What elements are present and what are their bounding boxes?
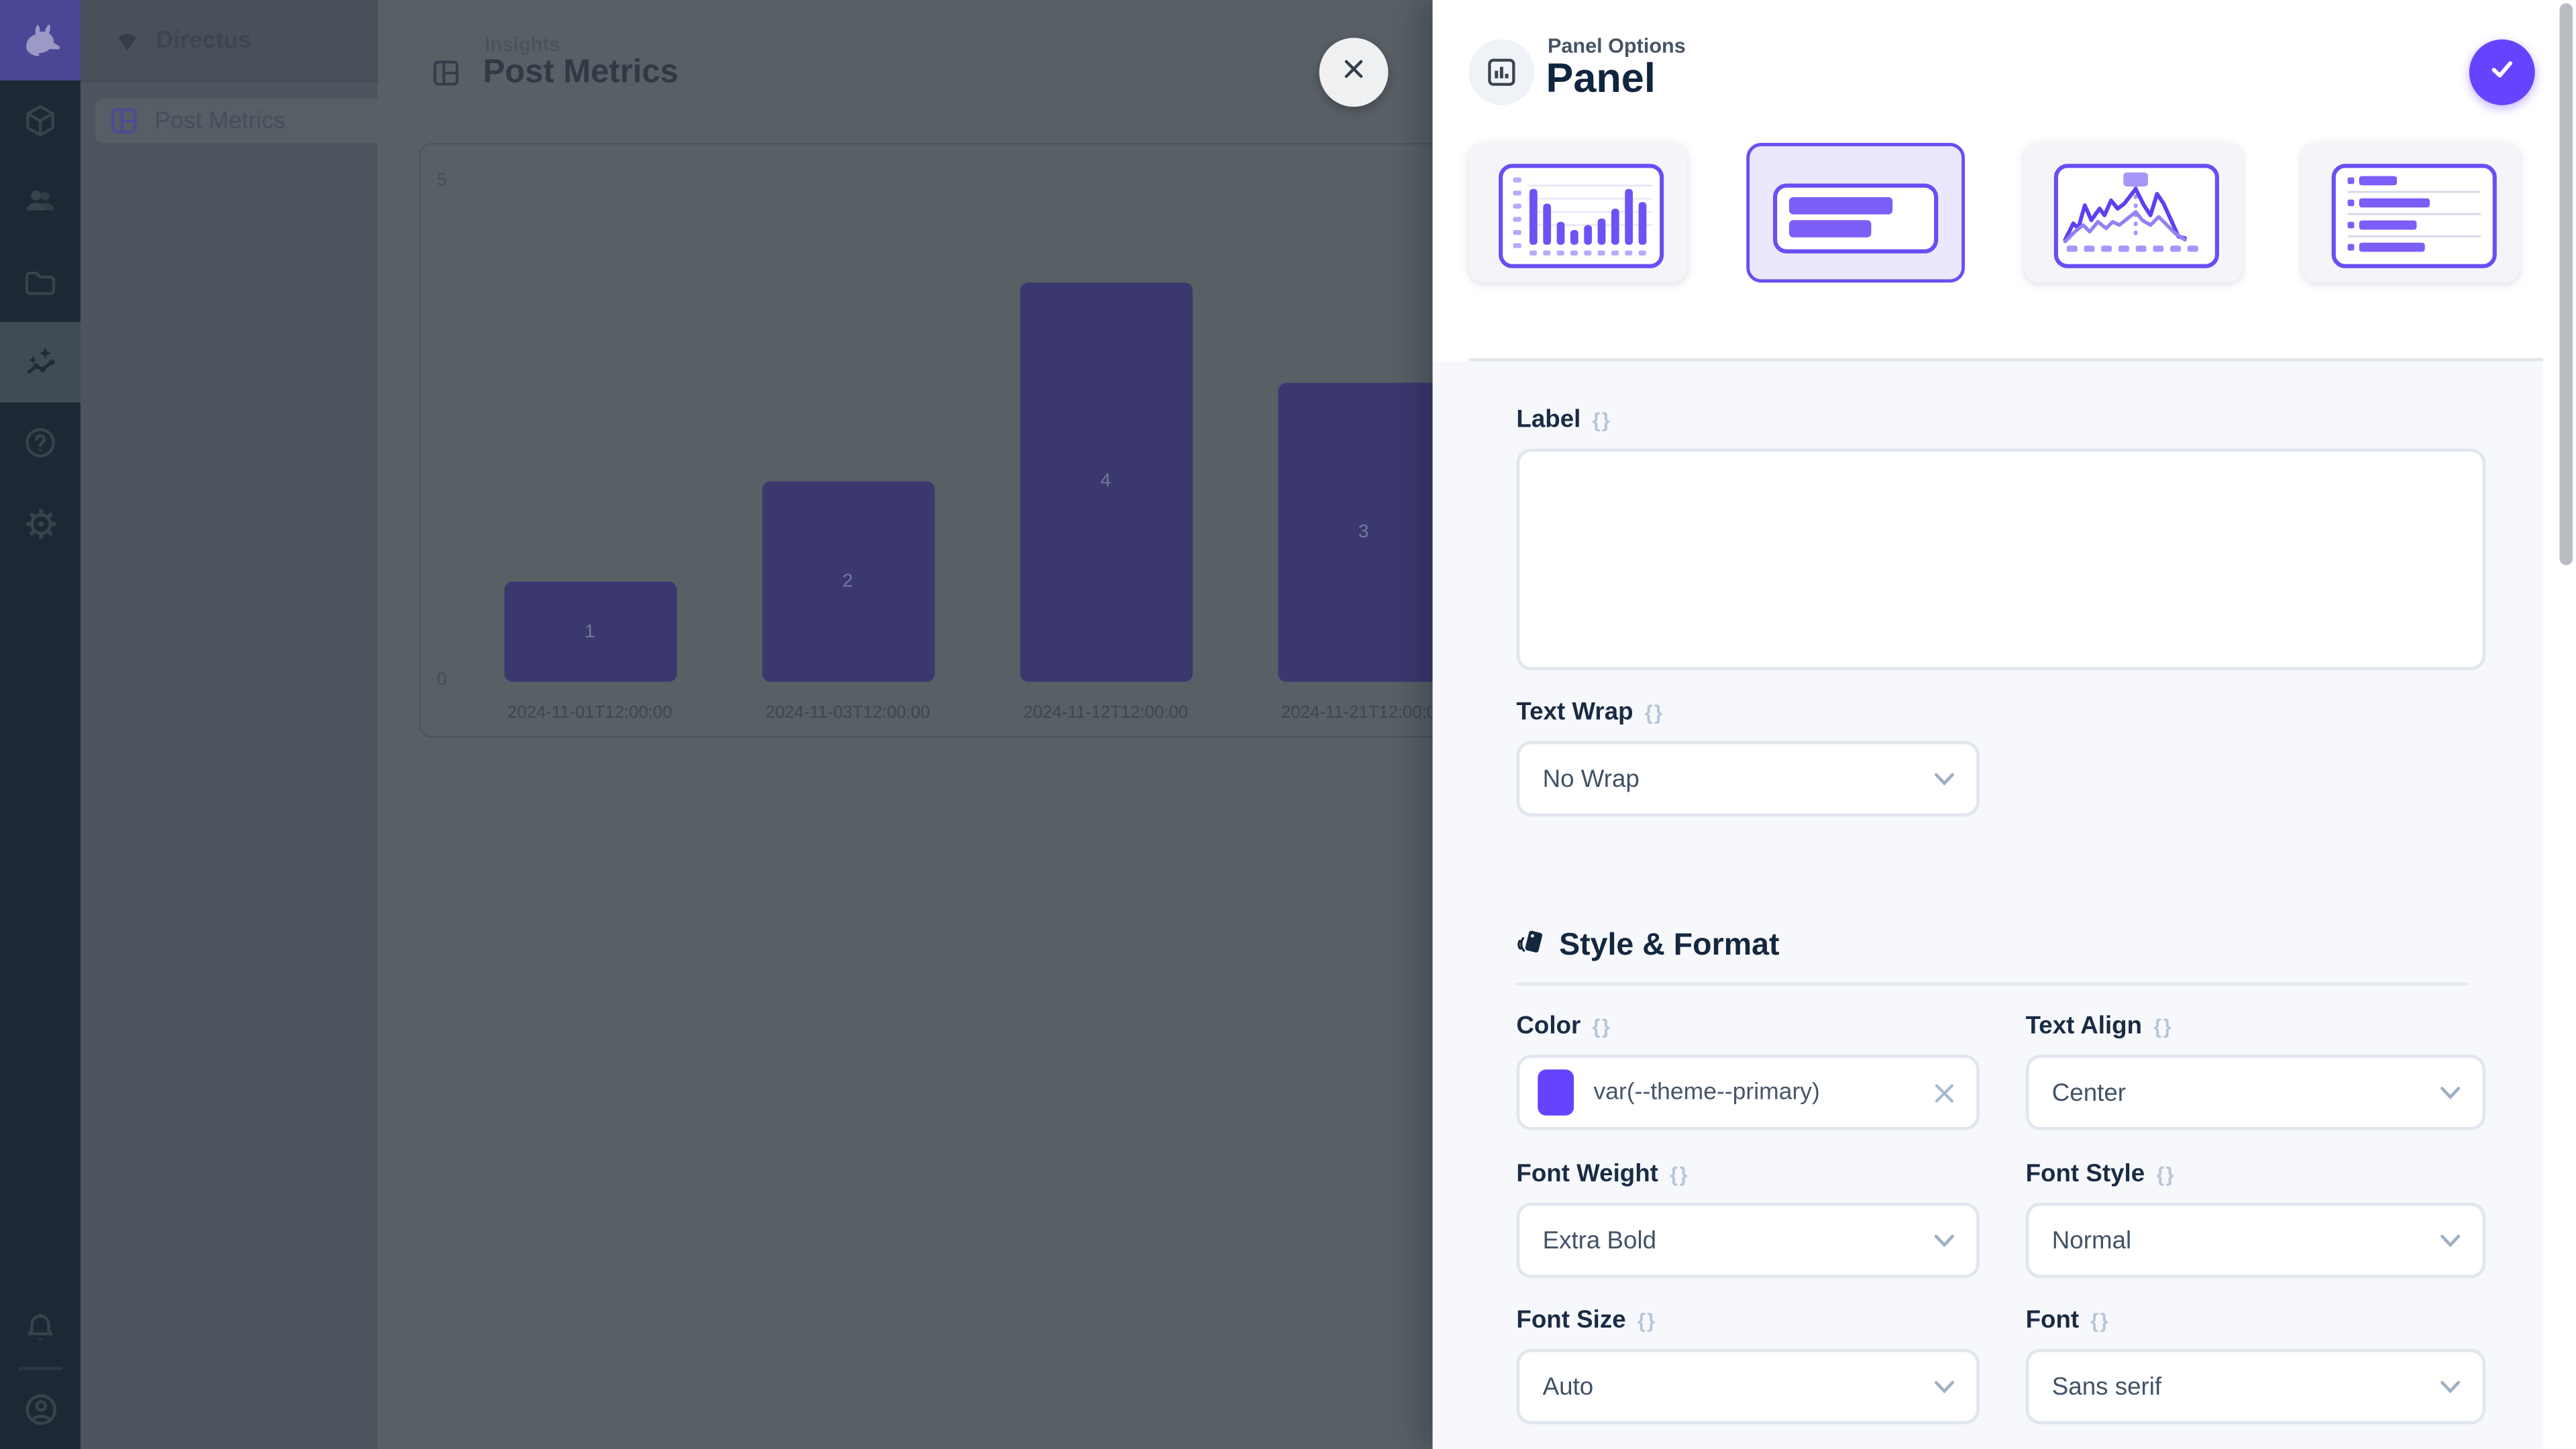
project-logo-icon: [113, 26, 142, 54]
sidebar-item-label: Post Metrics: [154, 107, 286, 134]
font-style-select[interactable]: Normal: [2025, 1202, 2486, 1279]
notifications-bell-icon[interactable]: [0, 1288, 80, 1368]
page-title: Post Metrics: [483, 54, 679, 91]
raw-value-icon[interactable]: {}: [1592, 409, 1612, 433]
dashboard-icon: [109, 105, 140, 137]
module-settings-icon[interactable]: [0, 483, 80, 564]
label-field-title: Label{}: [1516, 405, 1612, 434]
app-logo-button[interactable]: [0, 0, 81, 81]
panel-type-line-chart[interactable]: Line Chart: [2024, 143, 2243, 462]
drawer-subtitle: Panel Options: [1547, 34, 1686, 58]
font-style-field-title: Font Style{}: [2025, 1159, 2176, 1188]
raw-value-icon[interactable]: {}: [1644, 701, 1664, 725]
bar-chart-panel[interactable]: 1 2024-11-01T12:00:00 2 2024-11-03T12:00:00…: [419, 143, 1491, 738]
y-axis-tick-label: 0: [437, 670, 447, 690]
text-wrap-field-title: Text Wrap{}: [1516, 698, 1664, 727]
raw-value-icon[interactable]: {}: [1637, 1309, 1657, 1333]
section-divider: [1516, 982, 2468, 985]
scrollbar-thumb[interactable]: [2559, 3, 2573, 566]
bar-value-label: 3: [1358, 522, 1369, 542]
chart-plot: 1 2024-11-01T12:00:00 2 2024-11-03T12:00:00…: [421, 145, 1489, 737]
nav-sidebar: Directus Post Metrics: [80, 0, 426, 1449]
text-align-select[interactable]: Center: [2025, 1055, 2486, 1130]
font-select[interactable]: Sans serif: [2025, 1348, 2486, 1425]
bar-value-label: 2: [842, 572, 853, 592]
font-size-select[interactable]: Auto: [1516, 1348, 1980, 1425]
panel-type-list[interactable]: List: [2302, 143, 2520, 462]
rabbit-logo-icon: [15, 11, 64, 69]
panel-options-drawer: Panel Options Panel: [1432, 0, 2576, 1449]
chevron-down-icon: [2440, 1379, 2461, 1394]
bar-value-label: 1: [584, 622, 596, 642]
y-axis-tick-label: 5: [437, 170, 447, 191]
list-thumbnail-icon: [2331, 164, 2497, 268]
bar-value-label: 4: [1100, 472, 1112, 492]
sidebar-item-post-metrics[interactable]: Post Metrics: [95, 98, 426, 144]
chart-bar[interactable]: 2: [761, 482, 934, 682]
raw-value-icon[interactable]: {}: [1592, 1015, 1612, 1038]
breadcrumb: Insights: [484, 32, 561, 56]
scrollbar-track: [2556, 0, 2576, 1449]
color-input[interactable]: var(--theme--primary): [1516, 1055, 1980, 1130]
raw-value-icon[interactable]: {}: [1670, 1163, 1689, 1187]
panel-type-cards: Bar Chart Label: [1468, 143, 2520, 462]
panel-type-label-card[interactable]: Label: [1746, 143, 1965, 462]
color-field-title: Color{}: [1516, 1012, 1612, 1040]
bar-chart-thumbnail-icon: [1499, 164, 1664, 268]
text-align-field-title: Text Align{}: [2025, 1012, 2173, 1040]
text-wrap-select[interactable]: No Wrap: [1516, 741, 1980, 817]
module-users-icon[interactable]: [0, 161, 80, 241]
line-chart-thumbnail-icon: [2053, 164, 2219, 268]
check-icon: [2485, 52, 2518, 93]
project-header[interactable]: Directus: [80, 0, 378, 83]
clear-color-icon[interactable]: [1932, 1080, 1957, 1105]
chart-bar[interactable]: 3: [1277, 382, 1450, 682]
font-field-title: Font{}: [2025, 1305, 2110, 1334]
close-icon: [1339, 54, 1368, 91]
chevron-down-icon: [2440, 1085, 2461, 1100]
raw-value-icon[interactable]: {}: [2090, 1309, 2110, 1333]
color-swatch[interactable]: [1538, 1069, 1574, 1116]
x-axis-tick-label: 2024-11-12T12:00:00: [1023, 703, 1188, 723]
project-name: Directus: [156, 27, 252, 54]
chevron-down-icon: [2440, 1233, 2461, 1248]
module-content-icon[interactable]: [0, 80, 80, 161]
x-axis-tick-label: 2024-11-03T12:00:00: [765, 703, 930, 723]
x-axis-tick-label: 2024-11-01T12:00:00: [507, 703, 672, 723]
label-thumbnail-icon: [1773, 183, 1939, 254]
chevron-down-icon: [1933, 1379, 1955, 1394]
font-weight-field-title: Font Weight{}: [1516, 1159, 1689, 1188]
insert-chart-icon: [1468, 39, 1535, 105]
drawer-divider: [1468, 358, 2544, 362]
style-icon: [1516, 926, 1548, 966]
module-help-icon[interactable]: [0, 402, 80, 483]
chart-bar[interactable]: 4: [1019, 282, 1192, 682]
style-format-section-heading: Style & Format: [1516, 926, 1779, 966]
panel-type-bar-chart[interactable]: Bar Chart: [1468, 143, 1688, 462]
module-bar: [0, 0, 81, 1449]
save-button[interactable]: [2469, 39, 2535, 105]
user-avatar-icon[interactable]: [0, 1368, 80, 1449]
module-insights-icon[interactable]: [0, 322, 81, 403]
font-size-field-title: Font Size{}: [1516, 1305, 1657, 1334]
raw-value-icon[interactable]: {}: [2156, 1163, 2176, 1187]
font-weight-select[interactable]: Extra Bold: [1516, 1202, 1980, 1279]
label-textarea[interactable]: [1516, 448, 2486, 671]
raw-value-icon[interactable]: {}: [2153, 1015, 2173, 1038]
module-files-icon[interactable]: [0, 241, 80, 322]
chevron-down-icon: [1933, 771, 1955, 786]
drawer-title: Panel: [1546, 56, 1656, 102]
module-bar-divider: [17, 1366, 63, 1371]
panel-options-form: Label{} Text Wrap{} No Wrap: [1432, 361, 2544, 1449]
close-drawer-button[interactable]: [1319, 38, 1389, 107]
chart-bar[interactable]: 1: [503, 582, 676, 682]
color-value[interactable]: var(--theme--primary): [1593, 1079, 1820, 1106]
chevron-down-icon: [1933, 1233, 1955, 1248]
x-axis-tick-label: 2024-11-21T12:00:00: [1281, 703, 1446, 723]
dashboard-icon: [431, 58, 462, 97]
